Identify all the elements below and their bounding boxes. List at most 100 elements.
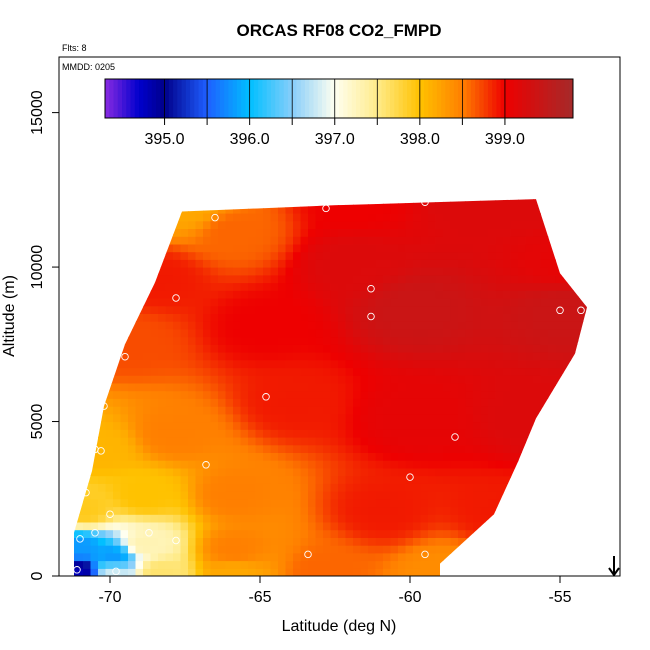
heatmap-cell <box>585 514 587 523</box>
heatmap-cell <box>563 452 572 461</box>
heatmap-cell <box>143 382 152 392</box>
heatmap-cell <box>75 220 84 229</box>
heatmap-cell <box>330 514 339 523</box>
heatmap-cell <box>563 367 572 376</box>
heatmap-cell <box>570 452 579 461</box>
heatmap-cell <box>83 251 92 260</box>
heatmap-cell <box>435 290 444 299</box>
colorbar-swatch <box>560 79 565 118</box>
heatmap-cell <box>218 444 227 453</box>
heatmap-cell <box>540 421 549 430</box>
heatmap-cell <box>293 460 302 469</box>
heatmap-cell <box>570 467 579 477</box>
heatmap-cell <box>150 375 159 384</box>
heatmap-cell <box>570 298 579 307</box>
heatmap-cell <box>135 460 144 469</box>
heatmap-cell <box>353 251 362 260</box>
heatmap-cell <box>518 352 527 361</box>
heatmap-cell <box>83 352 92 361</box>
heatmap-cell <box>473 421 482 430</box>
heatmap-cell <box>188 521 197 531</box>
heatmap-cell <box>443 367 452 376</box>
heatmap-cell <box>368 429 377 438</box>
heatmap-cell <box>450 545 459 554</box>
heatmap-cell <box>278 568 287 576</box>
heatmap-cell <box>173 367 182 376</box>
heatmap-cell <box>330 398 339 407</box>
heatmap-cell <box>203 290 212 299</box>
heatmap-cell <box>83 444 92 453</box>
heatmap-cell <box>225 213 234 222</box>
heatmap-cell <box>398 213 407 222</box>
heatmap-cell <box>173 552 182 562</box>
heatmap-cell <box>285 267 294 276</box>
heatmap-cell <box>248 213 257 222</box>
heatmap-cell <box>450 483 459 492</box>
colorbar-tick-label: 395.0 <box>145 131 185 148</box>
heatmap-cell <box>113 475 122 484</box>
heatmap-cell <box>443 560 452 569</box>
heatmap-cell <box>128 413 137 423</box>
heatmap-cell <box>563 213 572 222</box>
heatmap-cell <box>518 298 527 307</box>
heatmap-cell <box>525 560 534 569</box>
heatmap-cell <box>360 537 369 546</box>
heatmap-cell <box>488 429 497 438</box>
heatmap-cell <box>413 452 422 461</box>
heatmap-cell <box>465 491 474 500</box>
heatmap-cell <box>585 336 587 345</box>
heatmap-cell <box>165 305 174 314</box>
heatmap-cell <box>488 344 497 353</box>
heatmap-cell <box>473 483 482 492</box>
heatmap-cell <box>563 199 572 206</box>
heatmap-cell <box>248 444 257 453</box>
heatmap-cell <box>353 437 362 446</box>
heatmap-cell <box>548 282 557 291</box>
heatmap-cell <box>353 537 362 546</box>
heatmap-cell <box>525 298 534 307</box>
heatmap-cell <box>540 398 549 407</box>
heatmap-cell <box>540 375 549 384</box>
heatmap-cell <box>285 205 294 214</box>
heatmap-cell <box>428 467 437 477</box>
heatmap-cell <box>113 552 122 562</box>
heatmap-cell <box>368 205 377 214</box>
heatmap-cell <box>83 328 92 338</box>
heatmap-cell <box>225 413 234 423</box>
heatmap-cell <box>263 390 272 399</box>
heatmap-cell <box>353 190 361 198</box>
heatmap-cell <box>360 313 369 322</box>
heatmap-cell <box>180 483 189 492</box>
heatmap-cell <box>398 460 407 469</box>
heatmap-cell <box>233 521 242 531</box>
heatmap-cell <box>74 475 77 484</box>
heatmap-cell <box>338 491 347 500</box>
heatmap-cell <box>428 375 437 384</box>
heatmap-cell <box>398 421 407 430</box>
heatmap-cell <box>74 344 77 353</box>
heatmap-cell <box>218 460 227 469</box>
heatmap-cell <box>375 359 384 369</box>
heatmap-cell <box>293 290 302 299</box>
heatmap-cell <box>510 390 519 399</box>
heatmap-cell <box>488 568 497 576</box>
heatmap-cell <box>525 406 534 415</box>
heatmap-cell <box>83 521 92 531</box>
heatmap-cell <box>270 298 279 307</box>
heatmap-cell <box>465 243 474 253</box>
heatmap-cell <box>338 259 347 268</box>
heatmap-cell <box>525 537 534 546</box>
heatmap-cell <box>255 529 264 538</box>
heatmap-cell <box>480 529 489 538</box>
heatmap-cell <box>443 467 452 477</box>
heatmap-cell <box>563 483 572 492</box>
heatmap-cell <box>300 421 309 430</box>
heatmap-cell <box>203 560 212 569</box>
heatmap-cell <box>263 328 272 338</box>
heatmap-cell <box>495 506 504 515</box>
heatmap-cell <box>443 259 452 268</box>
colorbar-frame <box>104 78 574 119</box>
heatmap-cell <box>293 545 302 554</box>
heatmap-cell <box>413 437 422 446</box>
heatmap-cell <box>488 313 497 322</box>
